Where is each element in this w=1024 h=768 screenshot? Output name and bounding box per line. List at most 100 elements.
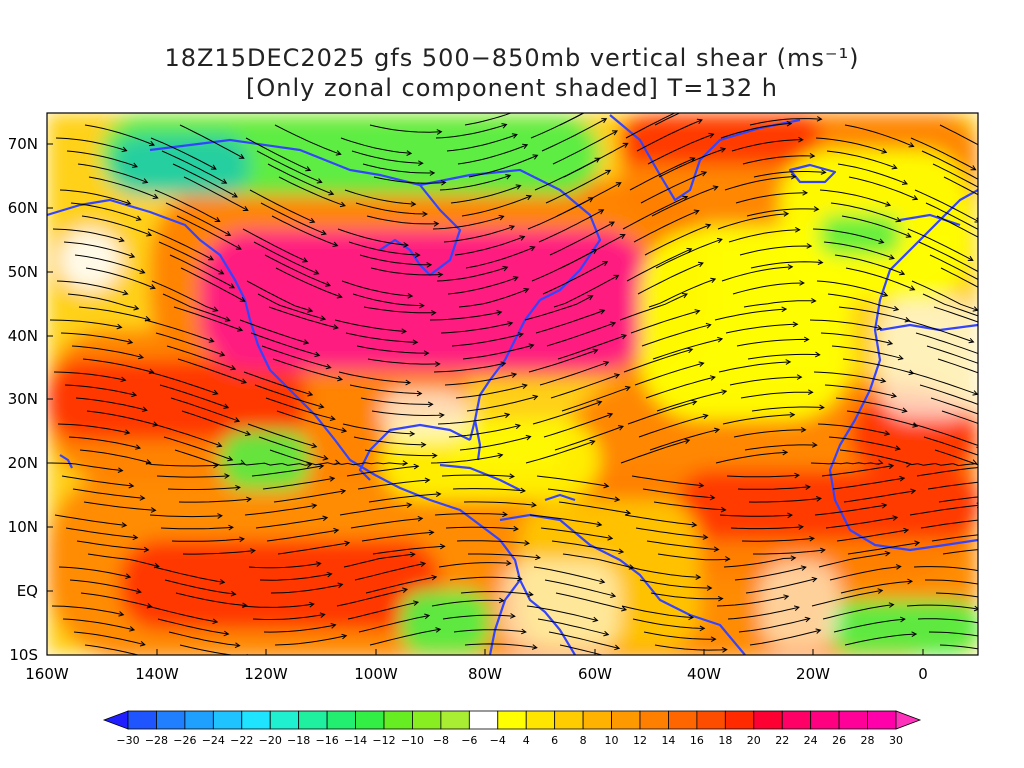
- map-plot-area: [47, 113, 989, 664]
- streamline-arrowhead: [798, 136, 804, 143]
- streamline: [738, 618, 810, 633]
- streamline-arrowhead: [717, 336, 724, 343]
- colorbar-tick-label: −28: [145, 734, 168, 747]
- streamline: [654, 644, 727, 651]
- streamline-arrowhead: [402, 587, 409, 593]
- streamline: [355, 202, 427, 215]
- streamline-arrowhead: [150, 507, 157, 513]
- streamline: [826, 150, 897, 169]
- streamline: [939, 644, 978, 650]
- streamline: [71, 345, 144, 359]
- streamline-arrowhead: [603, 360, 610, 367]
- streamline: [447, 276, 518, 295]
- colorbar-tick-label: −26: [173, 734, 196, 747]
- streamline: [909, 504, 978, 516]
- streamline: [335, 462, 408, 466]
- streamline: [165, 202, 231, 236]
- streamline: [533, 566, 605, 583]
- streamline: [340, 137, 412, 154]
- streamline: [434, 513, 507, 516]
- streamline: [540, 527, 613, 539]
- streamline: [365, 576, 437, 594]
- streamline: [541, 118, 607, 152]
- streamline: [83, 501, 156, 511]
- colorbar-tick-label: 6: [551, 734, 558, 747]
- streamline-arrowhead: [149, 284, 156, 290]
- streamline: [259, 573, 332, 581]
- streamline: [552, 130, 618, 165]
- streamline: [439, 174, 511, 191]
- streamline-arrowhead: [878, 238, 885, 244]
- streamline-arrowhead: [532, 154, 539, 160]
- streamline: [625, 113, 676, 139]
- coastline-segment: [59, 454, 73, 469]
- streamline-arrowhead: [625, 659, 630, 664]
- streamline: [845, 267, 915, 291]
- streamline-arrowhead: [901, 179, 908, 185]
- streamline-arrowhead: [910, 488, 917, 495]
- streamline: [839, 449, 911, 465]
- streamline: [179, 124, 245, 159]
- streamline: [753, 549, 825, 555]
- streamline-arrowhead: [307, 307, 314, 313]
- streamline: [433, 362, 506, 373]
- streamline-arrowhead: [815, 628, 822, 634]
- streamline-arrowhead: [804, 616, 811, 623]
- streamline-arrowhead: [440, 180, 447, 186]
- streamline: [168, 631, 240, 647]
- streamline: [180, 267, 246, 302]
- streamline: [531, 249, 597, 282]
- streamline: [723, 557, 796, 568]
- streamline: [733, 429, 806, 438]
- streamline-arrowhead: [800, 426, 807, 433]
- streamline-arrowhead: [513, 525, 519, 532]
- streamline: [178, 498, 251, 503]
- streamline-arrowhead: [531, 644, 538, 650]
- streamline: [264, 254, 331, 287]
- streamline: [145, 462, 218, 467]
- streamline: [923, 436, 978, 456]
- streamline-arrowhead: [402, 460, 409, 466]
- streamline-arrowhead: [244, 430, 251, 436]
- latitude-tick-label: 40N: [8, 327, 38, 345]
- streamline-arrowhead: [234, 642, 241, 649]
- streamline-arrowhead: [895, 217, 902, 223]
- streamline-arrowhead: [820, 169, 827, 175]
- streamline: [247, 423, 317, 448]
- streamline: [150, 137, 217, 170]
- streamline: [261, 345, 331, 369]
- streamline-arrowhead: [521, 383, 528, 389]
- streamline: [831, 345, 903, 360]
- streamline: [907, 228, 974, 261]
- streamline: [838, 306, 910, 322]
- streamline: [742, 155, 815, 165]
- streamline: [549, 221, 615, 256]
- streamline-arrowhead: [406, 502, 413, 509]
- colorbar-bin: [753, 710, 783, 730]
- streamline-arrowhead: [693, 209, 700, 215]
- streamline: [244, 504, 317, 516]
- streamline: [824, 384, 897, 397]
- streamline-arrowhead: [250, 548, 256, 554]
- streamline-arrowhead: [507, 321, 514, 327]
- streamline-arrowhead: [242, 602, 248, 609]
- colorbar-bin: [412, 710, 442, 730]
- streamline-arrowhead: [890, 392, 898, 399]
- streamline-arrowhead: [509, 473, 515, 480]
- streamline-arrowhead: [800, 565, 807, 571]
- streamline: [714, 308, 787, 321]
- streamline-arrowhead: [337, 582, 344, 589]
- streamline: [911, 280, 978, 311]
- streamline: [451, 333, 524, 347]
- streamline-arrowhead: [587, 197, 594, 203]
- colorbar-tick-label: −4: [490, 734, 506, 747]
- streamline: [364, 449, 437, 457]
- streamline-arrowhead: [888, 463, 895, 470]
- streamline-arrowhead: [118, 236, 125, 243]
- streamline: [547, 488, 620, 501]
- streamline-arrowhead: [816, 116, 823, 122]
- streamline-arrowhead: [981, 179, 986, 183]
- streamline-arrowhead: [984, 465, 989, 470]
- streamline: [354, 562, 426, 581]
- streamline-arrowhead: [325, 363, 332, 370]
